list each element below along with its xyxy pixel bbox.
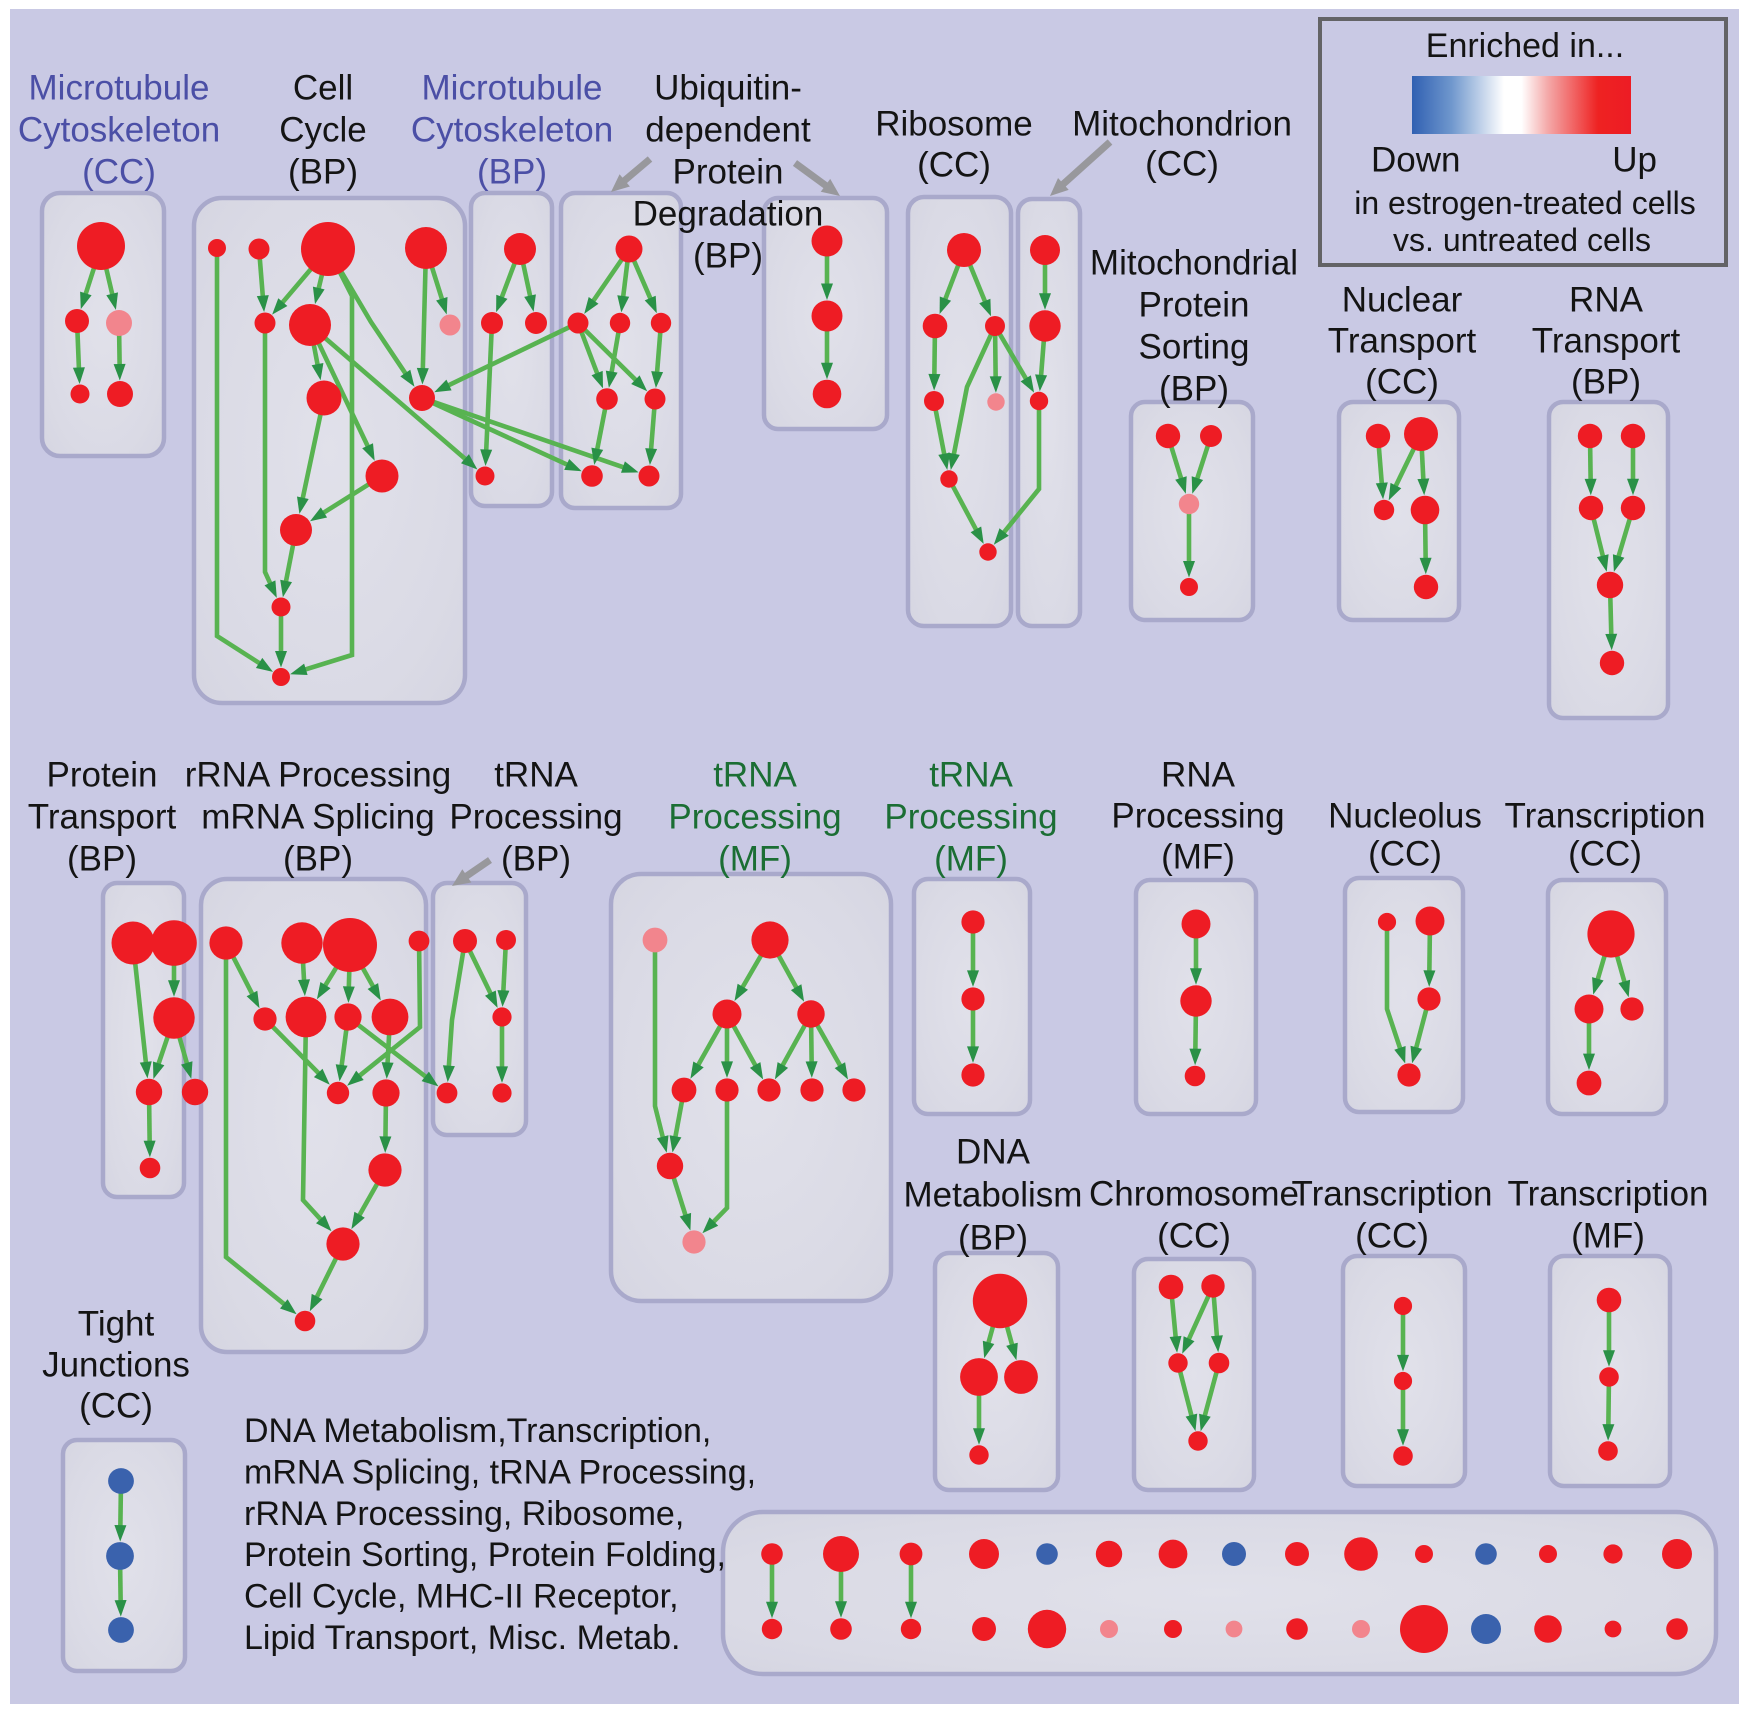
svg-text:rRNA Processing, Ribosome,: rRNA Processing, Ribosome, (244, 1495, 684, 1533)
svg-text:Nuclear: Nuclear (1342, 281, 1463, 320)
svg-text:Nucleolus: Nucleolus (1328, 797, 1482, 836)
svg-text:(BP): (BP) (1571, 363, 1641, 402)
svg-text:(BP): (BP) (477, 153, 547, 192)
svg-text:Protein: Protein (1139, 286, 1250, 325)
svg-text:(CC): (CC) (917, 146, 991, 185)
svg-text:(CC): (CC) (1145, 145, 1219, 184)
svg-text:Microtubule: Microtubule (422, 69, 603, 108)
svg-text:mRNA Splicing: mRNA Splicing (201, 798, 434, 837)
svg-text:Mitochondrial: Mitochondrial (1090, 244, 1298, 283)
svg-text:Transcription: Transcription (1292, 1175, 1493, 1214)
svg-text:RNA: RNA (1161, 756, 1236, 795)
svg-text:(CC): (CC) (1365, 363, 1439, 402)
svg-text:Cell: Cell (293, 69, 353, 108)
svg-text:(MF): (MF) (1161, 838, 1235, 877)
svg-text:Processing: Processing (884, 798, 1057, 837)
svg-text:Up: Up (1612, 141, 1657, 180)
svg-text:(BP): (BP) (958, 1219, 1028, 1258)
svg-text:Ribosome: Ribosome (875, 105, 1033, 144)
svg-text:Transport: Transport (1328, 322, 1477, 361)
svg-text:Transcription: Transcription (1508, 1175, 1709, 1214)
svg-text:Microtubule: Microtubule (29, 69, 210, 108)
svg-text:(MF): (MF) (934, 840, 1008, 879)
svg-text:dependent: dependent (645, 111, 811, 150)
svg-text:tRNA: tRNA (713, 756, 797, 795)
svg-text:Sorting: Sorting (1139, 328, 1250, 367)
svg-text:Down: Down (1371, 141, 1460, 180)
svg-text:rRNA Processing: rRNA Processing (185, 756, 451, 795)
svg-text:Transport: Transport (28, 798, 177, 837)
svg-text:Transport: Transport (1532, 322, 1681, 361)
svg-text:(CC): (CC) (79, 1387, 153, 1426)
svg-text:(BP): (BP) (288, 153, 358, 192)
svg-text:Enriched in...: Enriched in... (1426, 27, 1624, 65)
svg-text:(CC): (CC) (1355, 1217, 1429, 1256)
svg-text:tRNA: tRNA (494, 756, 578, 795)
svg-text:(BP): (BP) (67, 840, 137, 879)
svg-text:Junctions: Junctions (42, 1346, 190, 1385)
svg-text:Processing: Processing (668, 798, 841, 837)
svg-text:(CC): (CC) (1157, 1217, 1231, 1256)
svg-text:(CC): (CC) (1568, 835, 1642, 874)
svg-text:Processing: Processing (1111, 797, 1284, 836)
svg-text:(BP): (BP) (1159, 370, 1229, 409)
svg-text:(CC): (CC) (1368, 835, 1442, 874)
svg-text:Chromosome: Chromosome (1089, 1175, 1299, 1214)
svg-text:Ubiquitin-: Ubiquitin- (654, 69, 802, 108)
svg-text:mRNA Splicing, tRNA Processing: mRNA Splicing, tRNA Processing, (244, 1453, 756, 1491)
svg-text:Tight: Tight (78, 1305, 155, 1344)
svg-text:Cycle: Cycle (279, 111, 367, 150)
svg-text:(BP): (BP) (283, 840, 353, 879)
svg-text:(MF): (MF) (718, 840, 792, 879)
svg-text:(MF): (MF) (1571, 1217, 1645, 1256)
svg-text:(CC): (CC) (82, 153, 156, 192)
svg-text:(BP): (BP) (501, 840, 571, 879)
svg-text:Protein: Protein (47, 756, 158, 795)
svg-text:Protein Sorting, Protein Foldi: Protein Sorting, Protein Folding, (244, 1536, 726, 1574)
svg-text:Degradation: Degradation (633, 195, 824, 234)
svg-text:tRNA: tRNA (929, 756, 1013, 795)
svg-text:Mitochondrion: Mitochondrion (1072, 105, 1292, 144)
svg-text:Cell Cycle, MHC-II Receptor,: Cell Cycle, MHC-II Receptor, (244, 1578, 679, 1616)
svg-text:vs. untreated cells: vs. untreated cells (1393, 222, 1651, 258)
svg-text:Lipid Transport, Misc. Metab.: Lipid Transport, Misc. Metab. (244, 1619, 681, 1657)
svg-text:Cytoskeleton: Cytoskeleton (411, 111, 613, 150)
svg-text:RNA: RNA (1569, 281, 1644, 320)
svg-text:(BP): (BP) (693, 237, 763, 276)
svg-text:Processing: Processing (449, 798, 622, 837)
svg-text:in estrogen-treated cells: in estrogen-treated cells (1354, 185, 1696, 221)
svg-text:Cytoskeleton: Cytoskeleton (18, 111, 220, 150)
svg-text:DNA: DNA (956, 1133, 1031, 1172)
svg-text:DNA Metabolism,Transcription,: DNA Metabolism,Transcription, (244, 1412, 711, 1450)
svg-text:Transcription: Transcription (1505, 797, 1706, 836)
svg-text:Metabolism: Metabolism (904, 1176, 1083, 1215)
svg-text:Protein: Protein (673, 153, 784, 192)
